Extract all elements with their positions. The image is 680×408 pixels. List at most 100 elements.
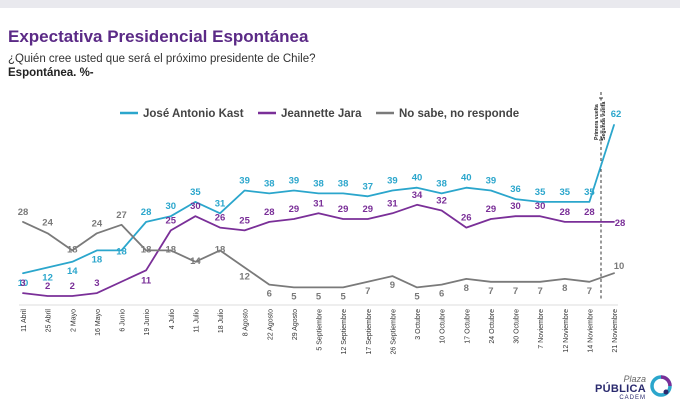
data-label: 28	[264, 207, 275, 218]
legend-label-0: José Antonio Kast	[143, 108, 244, 120]
data-label: 5	[316, 291, 322, 302]
data-label: 38	[436, 178, 447, 189]
data-label: 7	[587, 286, 592, 297]
data-label: 7	[488, 286, 493, 297]
data-label: 28	[141, 207, 152, 218]
data-label: 35	[190, 187, 201, 198]
data-label: 35	[560, 187, 571, 198]
data-label: 24	[92, 218, 103, 229]
data-label: 29	[289, 204, 300, 215]
x-tick-label: 6 Junio	[120, 309, 127, 332]
data-label: 30	[510, 201, 521, 212]
data-label: 39	[239, 176, 250, 187]
data-label: 40	[412, 173, 423, 184]
x-tick-label: 16 Mayo	[95, 309, 102, 336]
data-label: 31	[215, 198, 226, 209]
data-label: 34	[412, 190, 423, 201]
x-tick-label: 17 Septiembre	[366, 309, 373, 355]
data-label: 39	[387, 176, 398, 187]
data-label: 5	[291, 291, 297, 302]
legend-label-1: Jeannette Jara	[281, 108, 362, 120]
data-label: 28	[615, 218, 626, 229]
data-label: 35	[535, 187, 546, 198]
x-tick-label: 19 Junio	[144, 309, 151, 336]
data-label: 10	[614, 261, 625, 272]
data-label: 37	[363, 181, 374, 192]
data-label: 11	[141, 275, 152, 286]
data-label: 5	[414, 291, 420, 302]
data-label: 28	[584, 207, 595, 218]
data-label: 7	[537, 286, 542, 297]
data-label: 18	[67, 244, 78, 255]
series-line-0	[22, 124, 615, 275]
x-tick-label: 17 Octubre	[464, 309, 471, 344]
data-label: 14	[190, 256, 201, 267]
data-label: 38	[313, 178, 324, 189]
data-label: 35	[584, 187, 595, 198]
data-label: 38	[338, 178, 349, 189]
x-tick-label: 30 Octubre	[514, 309, 521, 344]
data-label: 26	[461, 213, 472, 224]
data-label: 2	[70, 281, 75, 292]
plaza-publica-logo-icon	[650, 375, 672, 397]
x-tick-label: 2 Mayo	[70, 309, 77, 332]
data-label: 30	[190, 201, 201, 212]
brand-wordmark: Plaza PÚBLICA CADEM	[595, 374, 646, 402]
data-label: 25	[239, 215, 250, 226]
x-tick-label: 3 Octubre	[415, 309, 422, 340]
data-label: 39	[289, 176, 300, 187]
data-label: 8	[464, 283, 469, 294]
chart-title: Expectativa Presidencial Espontánea	[8, 27, 309, 46]
data-label: 18	[215, 244, 226, 255]
data-label: 9	[390, 280, 395, 291]
x-tick-label: 12 Septiembre	[341, 309, 348, 355]
x-tick-label: 25 Abril	[46, 309, 53, 333]
chart-subtitle: Espontánea. %-	[8, 67, 94, 79]
data-label: 6	[267, 289, 272, 300]
data-label: 12	[42, 273, 53, 284]
data-label: 31	[313, 198, 324, 209]
x-tick-label: 5 Septiembre	[317, 309, 324, 351]
x-tick-label: 11 Abril	[21, 309, 28, 332]
x-tick-label: 14 Noviembre	[587, 309, 594, 353]
data-label: 62	[611, 109, 622, 120]
data-label: 7	[513, 286, 518, 297]
data-label: 18	[116, 246, 127, 257]
data-label: 26	[215, 213, 226, 224]
data-label: 27	[116, 210, 127, 221]
x-tick-label: 26 Septiembre	[390, 309, 397, 355]
data-label: 36	[510, 184, 521, 195]
data-label: 3	[20, 278, 25, 289]
data-label: 29	[486, 204, 497, 215]
x-tick-label: 18 Julio	[218, 309, 225, 333]
data-label: 39	[486, 176, 497, 187]
x-tick-label: 21 Noviembre	[612, 309, 619, 353]
series-line-1	[22, 203, 615, 297]
x-tick-label: 12 Noviembre	[563, 309, 570, 353]
data-label: 38	[264, 178, 275, 189]
data-label: 10	[18, 278, 29, 289]
data-label: 29	[338, 204, 349, 215]
legend-label-2: No sabe, no responde	[399, 108, 519, 120]
data-label: 30	[166, 201, 177, 212]
x-tick-label: 24 Octubre	[489, 309, 496, 344]
data-label: 6	[439, 289, 444, 300]
data-label: 3	[94, 278, 99, 289]
data-label: 18	[166, 244, 177, 255]
x-tick-label: 11 Julio	[193, 309, 200, 333]
data-label: 28	[560, 207, 571, 218]
data-label: 18	[92, 254, 103, 265]
x-tick-label: 7 Noviembre	[538, 309, 545, 349]
data-label: 8	[562, 283, 567, 294]
data-label: 24	[42, 217, 53, 228]
data-label: 14	[67, 266, 78, 277]
data-label: 18	[141, 244, 152, 255]
chart-question: ¿Quién cree usted que será el próximo pr…	[8, 53, 316, 65]
x-tick-label: 4 Julio	[169, 309, 176, 329]
data-label: 5	[340, 291, 346, 302]
data-label: 2	[45, 281, 50, 292]
x-tick-label: 22 Agosto	[267, 309, 274, 340]
data-label: 7	[365, 286, 370, 297]
x-tick-label: 10 Octubre	[440, 309, 447, 344]
